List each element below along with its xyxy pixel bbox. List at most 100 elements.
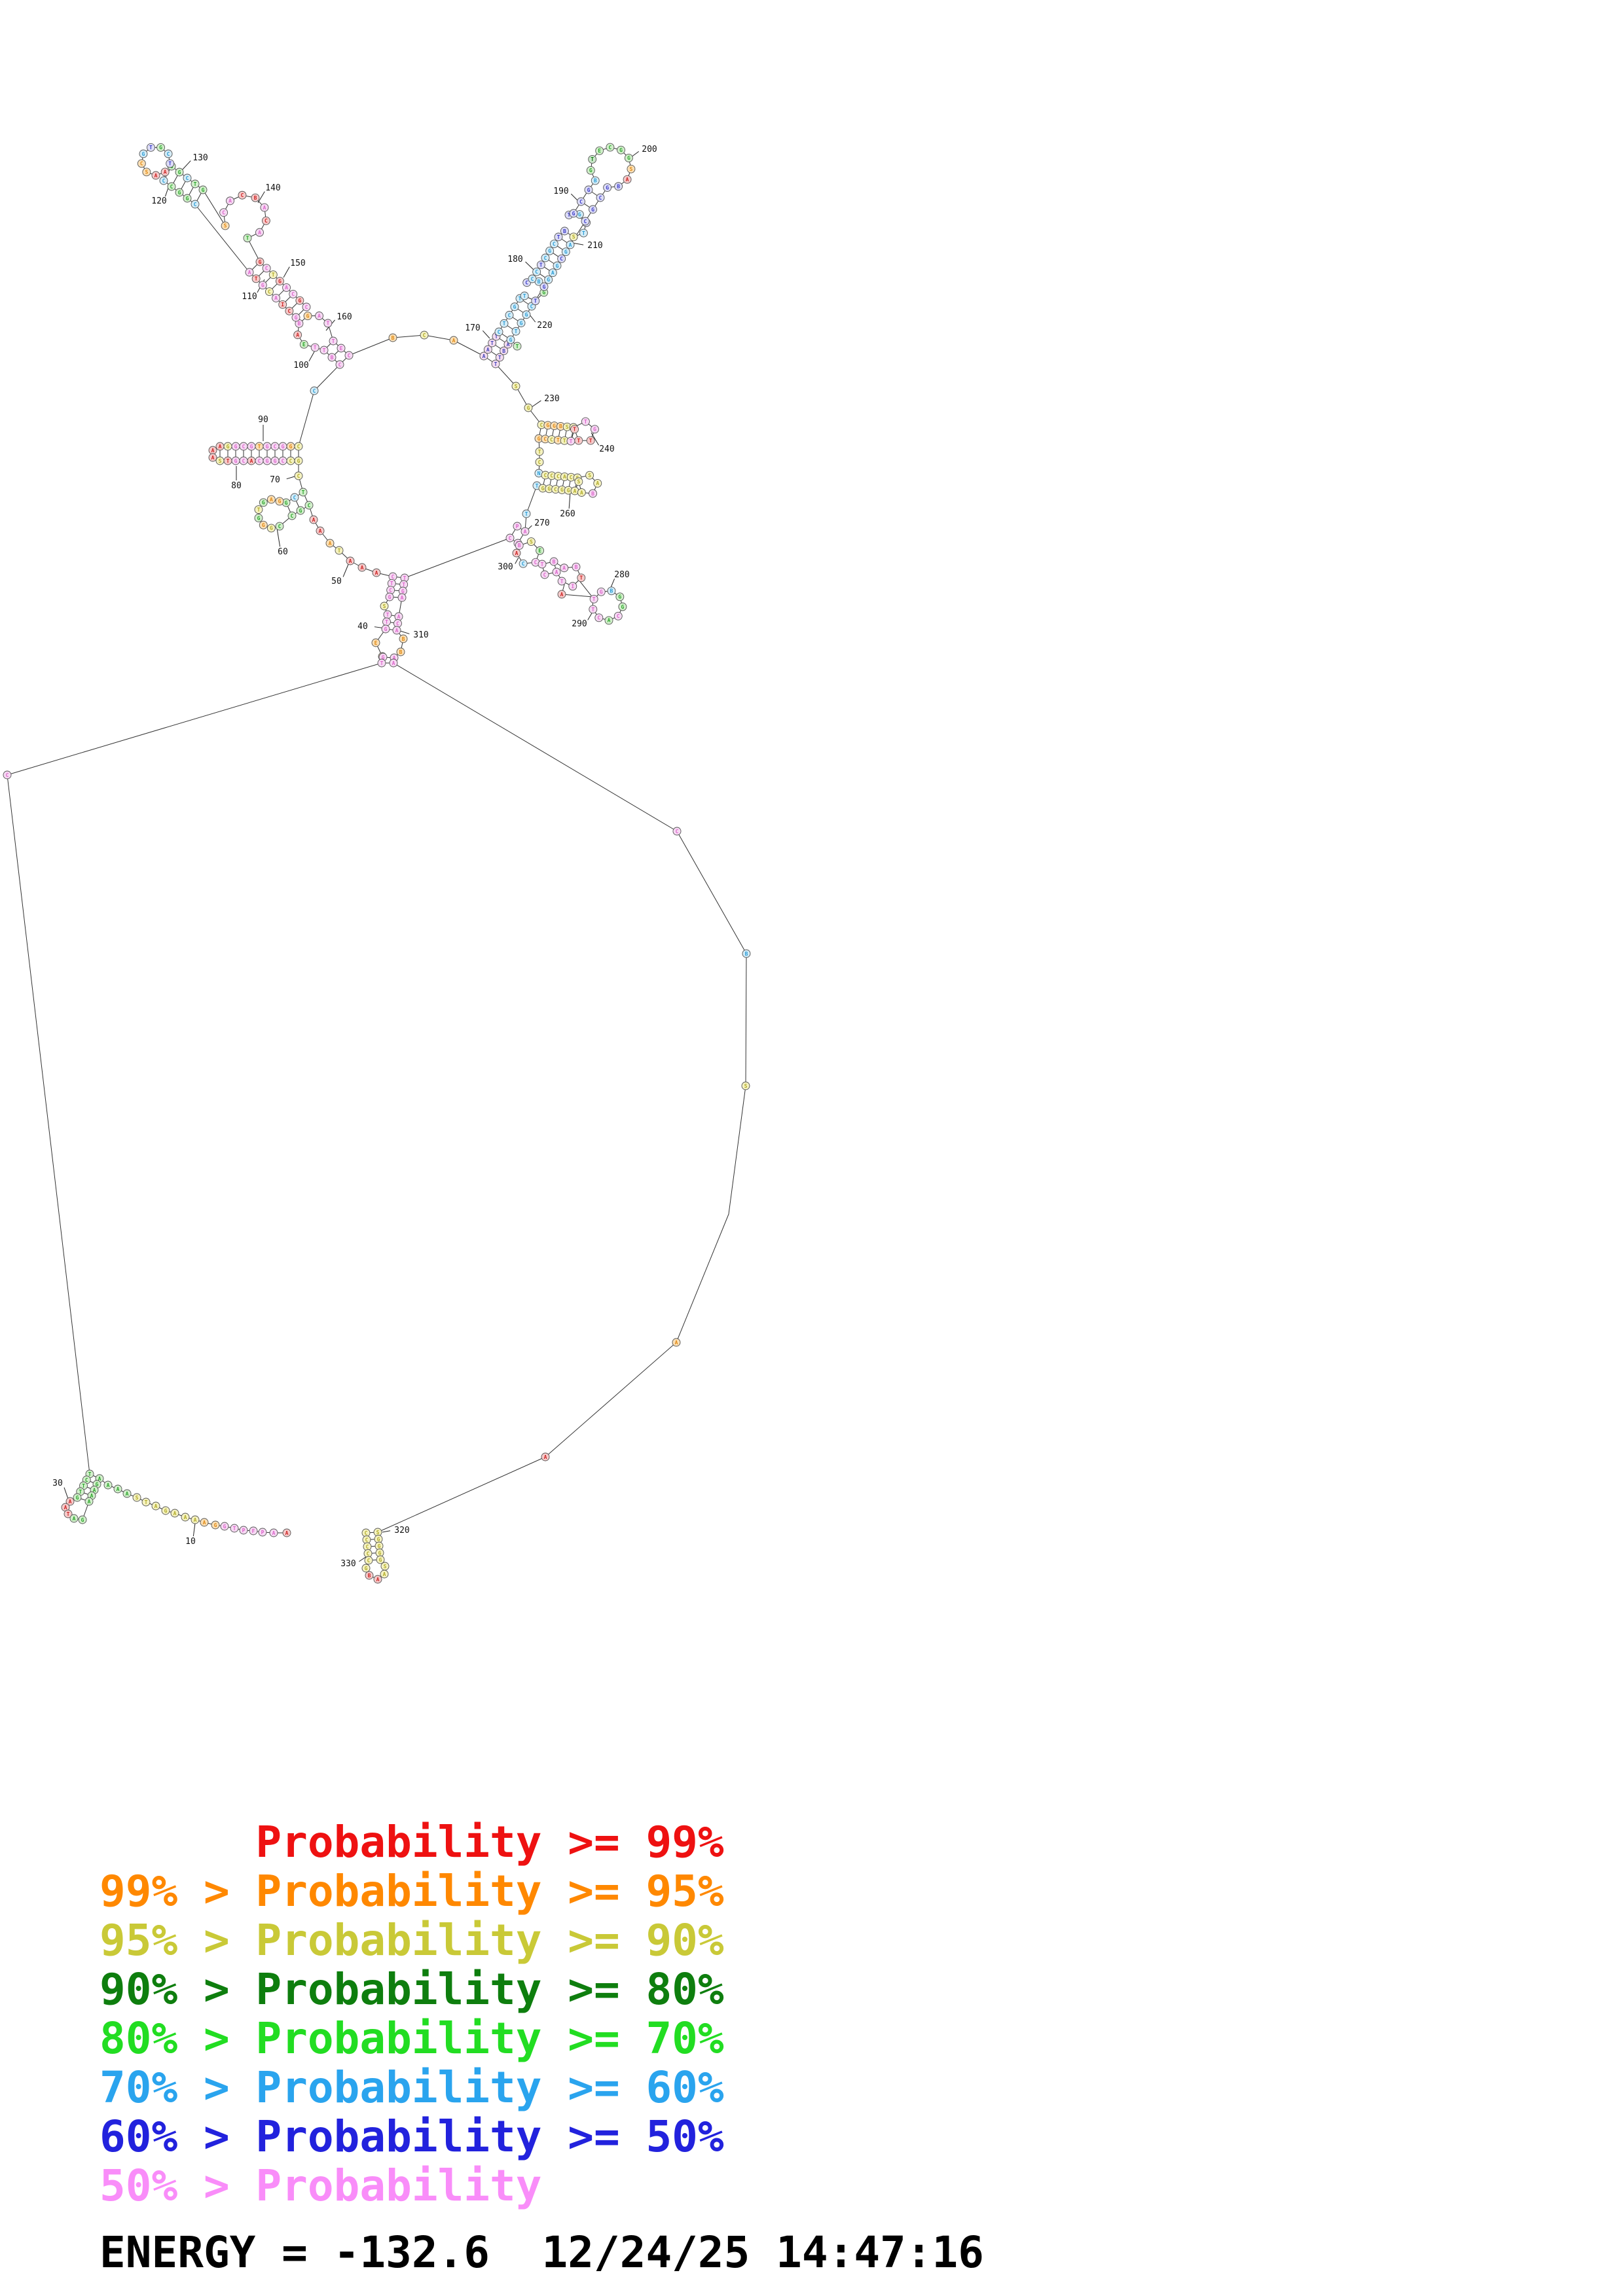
svg-text:C: C: [162, 178, 166, 184]
svg-text:190: 190: [553, 187, 568, 196]
svg-text:E: E: [538, 548, 541, 554]
svg-text:G: G: [96, 1482, 99, 1488]
svg-text:G: G: [593, 427, 596, 433]
svg-text:C: C: [423, 332, 426, 338]
svg-text:A: A: [184, 1515, 187, 1520]
svg-text:G: G: [178, 170, 181, 175]
svg-text:80: 80: [231, 481, 242, 491]
svg-text:T: T: [573, 427, 576, 433]
svg-text:C: C: [544, 473, 547, 478]
svg-text:G: G: [509, 337, 513, 343]
svg-text:G: G: [257, 515, 261, 521]
svg-text:T: T: [584, 419, 587, 425]
svg-text:G: G: [186, 196, 189, 202]
svg-text:G: G: [525, 312, 528, 318]
svg-text:T: T: [495, 334, 498, 340]
svg-text:A: A: [248, 270, 251, 276]
svg-text:A: A: [383, 1571, 386, 1577]
svg-text:A: A: [211, 448, 215, 454]
svg-text:C: C: [367, 1551, 370, 1556]
svg-text:T: T: [194, 181, 197, 187]
energy-readout: ENERGY = -132.6 12/24/25 14:47:16: [100, 2227, 985, 2278]
svg-text:G: G: [513, 304, 517, 310]
svg-text:G: G: [621, 604, 624, 610]
svg-text:S: S: [577, 479, 580, 485]
svg-text:A: A: [173, 1511, 177, 1516]
svg-text:A: A: [263, 205, 266, 211]
svg-text:B: B: [331, 355, 334, 361]
svg-text:T: T: [539, 262, 543, 268]
svg-text:C: C: [365, 1530, 368, 1536]
svg-text:C: C: [597, 615, 600, 621]
svg-text:S: S: [630, 166, 633, 172]
svg-text:A: A: [228, 198, 232, 204]
svg-text:G: G: [520, 320, 523, 326]
svg-text:C: C: [282, 458, 285, 464]
svg-text:G: G: [285, 500, 288, 506]
svg-text:G: G: [556, 263, 559, 269]
svg-text:10: 10: [185, 1537, 196, 1547]
svg-text:A: A: [155, 173, 158, 179]
svg-text:A: A: [126, 1491, 129, 1497]
svg-text:T: T: [589, 438, 593, 444]
svg-text:T: T: [326, 321, 329, 327]
svg-text:C: C: [366, 1544, 369, 1550]
svg-text:G: G: [589, 168, 593, 173]
svg-text:T: T: [523, 293, 526, 299]
svg-text:C: C: [348, 353, 351, 359]
svg-text:G: G: [384, 626, 388, 632]
svg-text:B: B: [563, 228, 566, 234]
svg-text:G: G: [227, 444, 230, 450]
svg-text:T: T: [332, 338, 335, 344]
svg-text:C: C: [550, 473, 553, 479]
svg-text:G: G: [274, 458, 277, 464]
svg-text:A: A: [562, 565, 566, 571]
svg-text:T: T: [568, 212, 571, 218]
svg-text:A: A: [574, 488, 577, 494]
svg-text:G: G: [365, 1566, 368, 1571]
svg-text:C: C: [367, 1558, 371, 1564]
svg-text:A: A: [401, 595, 404, 601]
svg-text:A: A: [596, 480, 599, 486]
svg-text:G: G: [401, 588, 405, 594]
svg-text:G: G: [567, 488, 570, 493]
svg-text:G: G: [282, 444, 285, 450]
svg-text:C: C: [291, 291, 295, 297]
svg-text:G: G: [278, 278, 282, 284]
svg-text:C: C: [617, 613, 620, 619]
svg-text:A: A: [393, 655, 396, 661]
svg-text:A: A: [250, 458, 253, 464]
svg-text:T: T: [563, 438, 566, 444]
svg-text:A: A: [285, 285, 288, 291]
svg-text:100: 100: [293, 361, 308, 370]
svg-text:260: 260: [560, 509, 575, 519]
svg-text:120: 120: [151, 196, 166, 206]
svg-text:C: C: [530, 304, 534, 310]
svg-text:A: A: [117, 1486, 120, 1492]
svg-text:T: T: [556, 437, 560, 443]
svg-text:A: A: [626, 177, 629, 183]
svg-text:290: 290: [572, 619, 587, 629]
svg-text:310: 310: [413, 630, 428, 640]
svg-text:T: T: [591, 156, 594, 162]
svg-text:T: T: [534, 298, 537, 304]
svg-text:B: B: [559, 423, 562, 429]
svg-text:G: G: [542, 290, 545, 296]
svg-text:G: G: [289, 444, 293, 450]
svg-text:S: S: [383, 603, 386, 609]
svg-text:G: G: [250, 444, 253, 450]
svg-text:B: B: [617, 184, 620, 190]
svg-text:A: A: [107, 1482, 110, 1488]
svg-text:C: C: [522, 561, 525, 567]
svg-text:C: C: [241, 192, 244, 198]
svg-text:G: G: [547, 486, 551, 492]
svg-text:T: T: [168, 161, 172, 167]
svg-text:C: C: [265, 266, 268, 272]
svg-text:T: T: [560, 579, 564, 584]
svg-text:T: T: [272, 272, 275, 278]
svg-text:B: B: [594, 178, 597, 184]
svg-text:C: C: [609, 145, 612, 151]
svg-text:E: E: [302, 342, 306, 348]
svg-text:A: A: [203, 1520, 206, 1526]
svg-text:A: A: [452, 338, 456, 344]
